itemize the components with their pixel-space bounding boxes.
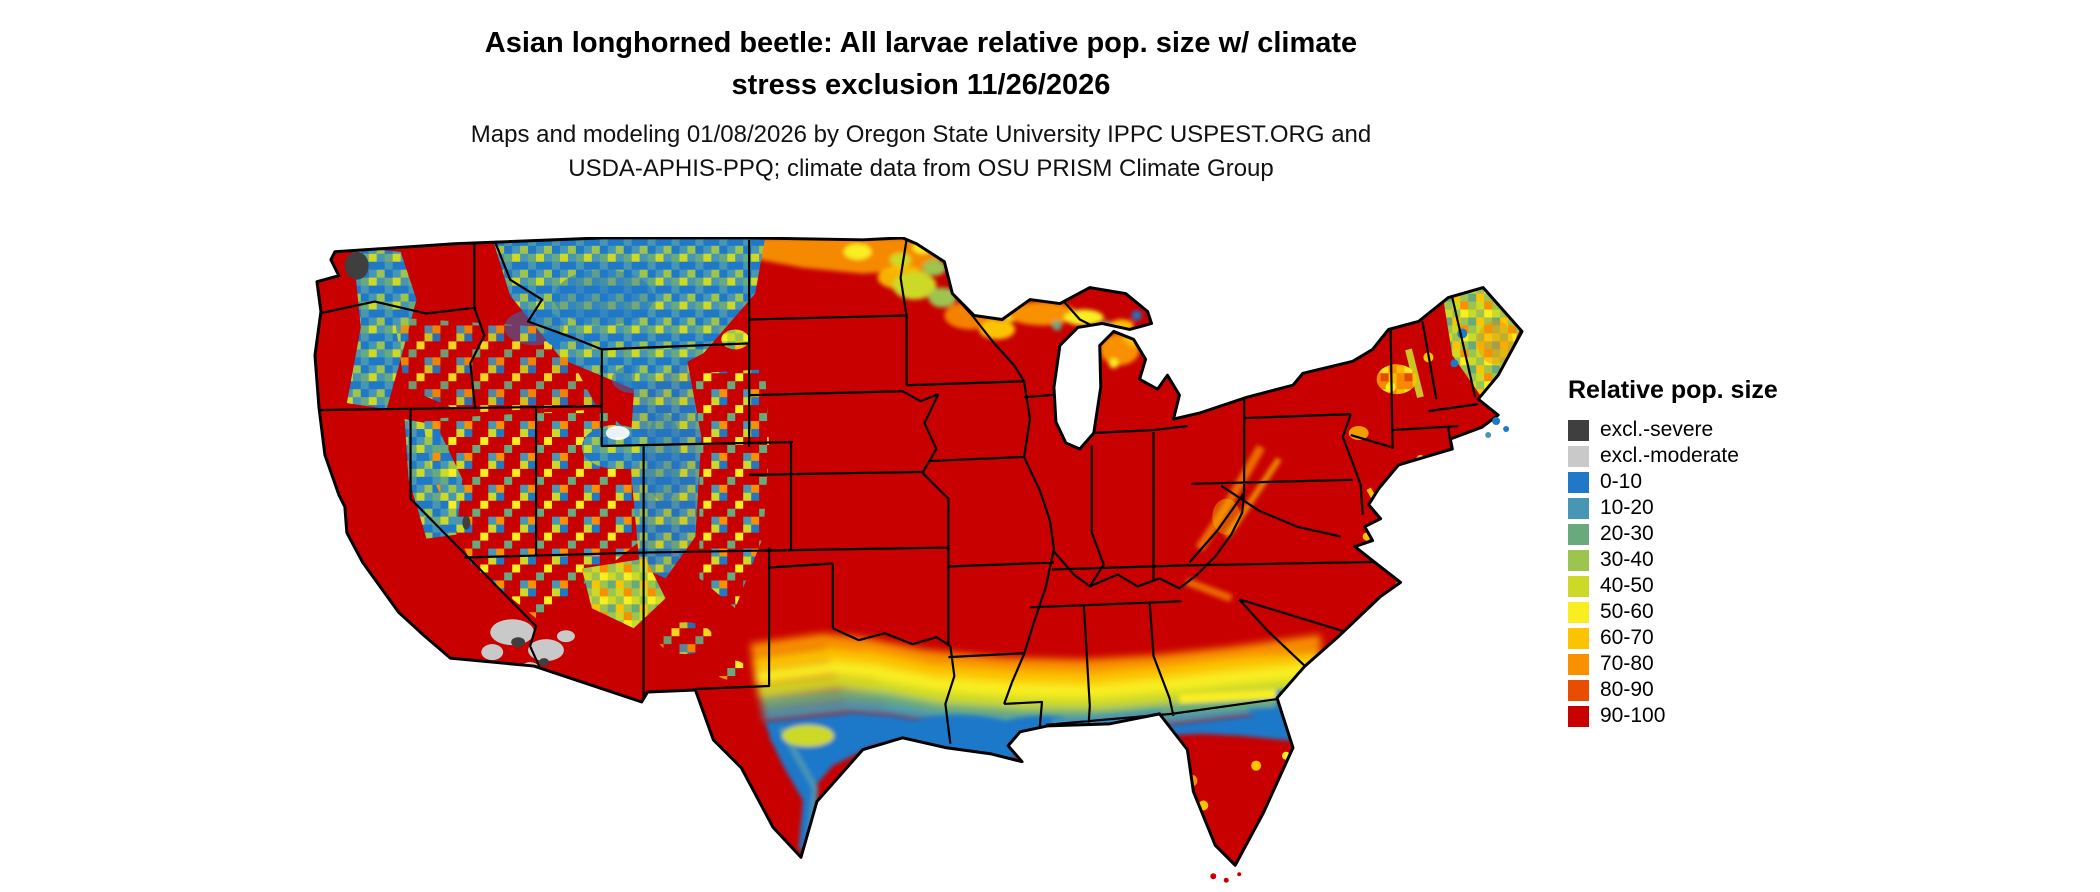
legend-swatch [1568, 549, 1589, 571]
legend-swatch [1568, 679, 1589, 701]
legend-label: excl.-moderate [1600, 444, 1739, 467]
legend-swatch [1568, 627, 1589, 649]
legend-item: 30-40 [1568, 547, 1898, 573]
legend-swatch [1568, 523, 1589, 545]
offshore-specks [1210, 417, 1510, 883]
legend-swatch [1568, 419, 1589, 441]
legend-swatch [1568, 575, 1589, 597]
legend-title: Relative pop. size [1568, 376, 1778, 404]
northern-warm-band [721, 237, 1144, 423]
legend-label: 50-60 [1600, 600, 1654, 623]
us-map [305, 237, 1530, 886]
legend-label: 40-50 [1600, 574, 1654, 597]
legend-label: 10-20 [1600, 496, 1654, 519]
legend-item: 60-70 [1568, 625, 1898, 651]
legend-item: 80-90 [1568, 677, 1898, 703]
legend-label: 60-70 [1600, 626, 1654, 649]
legend-label: 70-80 [1600, 652, 1654, 675]
map-title: Asian longhorned beetle: All larvae rela… [0, 22, 1842, 106]
legend-label: 80-90 [1600, 678, 1654, 701]
western-mottle [346, 237, 770, 681]
legend-label: excl.-severe [1600, 418, 1714, 441]
legend-item: excl.-moderate [1568, 443, 1898, 469]
legend-item: excl.-severe [1568, 417, 1898, 443]
legend-items: excl.-severe excl.-moderate 0-10 10-20 20-30… [1568, 417, 1898, 729]
legend-item: 50-60 [1568, 599, 1898, 625]
legend-item: 20-30 [1568, 521, 1898, 547]
legend-item: 90-100 [1568, 703, 1898, 729]
legend-label: 0-10 [1600, 470, 1643, 493]
map-raster-layers [314, 237, 1523, 866]
us-map-svg [313, 237, 1524, 883]
legend-item: 70-80 [1568, 651, 1898, 677]
legend-swatch [1568, 601, 1589, 623]
map-subtitle-line2: USDA-APHIS-PPQ; climate data from OSU PR… [568, 155, 1274, 182]
map-title-line1: Asian longhorned beetle: All larvae rela… [484, 27, 1358, 59]
legend-label: 90-100 [1600, 704, 1666, 727]
legend-swatch [1568, 471, 1589, 493]
legend-item: 40-50 [1568, 573, 1898, 599]
legend-swatch [1568, 497, 1589, 519]
legend-item: 0-10 [1568, 469, 1898, 495]
legend-swatch [1568, 653, 1589, 675]
legend-label: 20-30 [1600, 522, 1654, 545]
legend-swatch [1568, 445, 1589, 467]
map-title-line2: stress exclusion 11/26/2026 [731, 69, 1111, 101]
map-subtitle: Maps and modeling 01/08/2026 by Oregon S… [0, 118, 1842, 186]
legend-swatch [1568, 705, 1589, 727]
state-borders [314, 239, 1479, 744]
legend-label: 30-40 [1600, 548, 1654, 571]
map-subtitle-line1: Maps and modeling 01/08/2026 by Oregon S… [470, 121, 1372, 148]
legend: Relative pop. size excl.-severe excl.-mod… [1568, 376, 1898, 729]
legend-item: 10-20 [1568, 495, 1898, 521]
exclusion-patches [344, 251, 630, 675]
